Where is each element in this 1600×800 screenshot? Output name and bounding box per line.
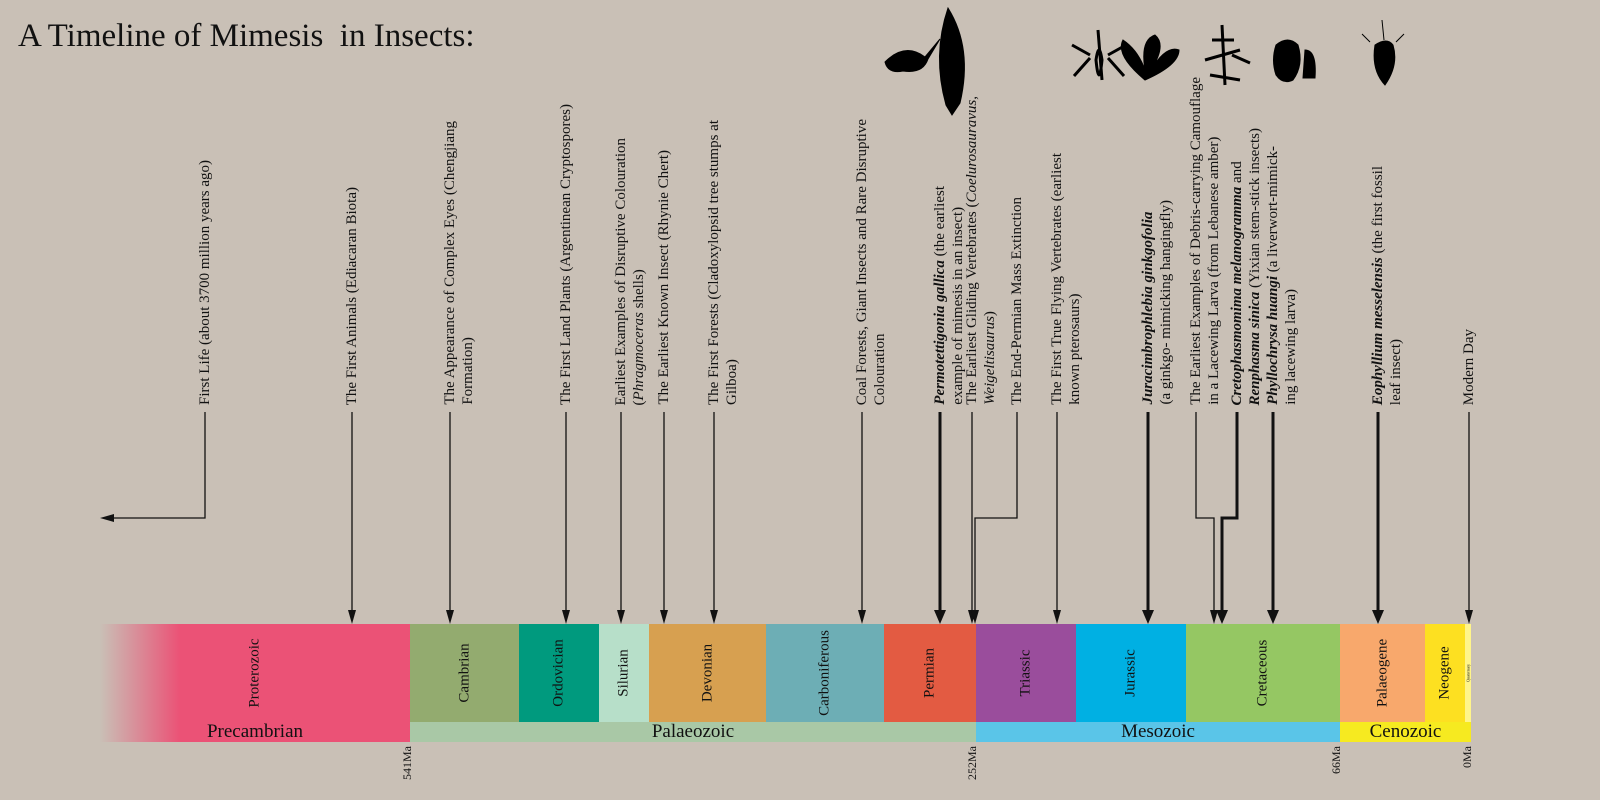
arrowhead-icon bbox=[971, 610, 979, 624]
larva-silhouette bbox=[1273, 39, 1316, 83]
arrowhead-icon bbox=[1267, 610, 1279, 624]
stick-insect-silhouette bbox=[1204, 24, 1251, 86]
event-line bbox=[974, 412, 1018, 612]
period-neogene: Neogene bbox=[1425, 624, 1465, 722]
leaf-silhouette bbox=[938, 6, 965, 116]
arrowhead-icon bbox=[1142, 610, 1154, 624]
arrowhead-icon bbox=[710, 610, 718, 624]
era-cenozoic: Cenozoic bbox=[1340, 722, 1471, 742]
period-proterozoic: Proterozoic bbox=[100, 624, 410, 722]
arrowhead-icon bbox=[858, 610, 866, 624]
hangingfly-silhouette bbox=[1071, 29, 1127, 81]
leaf-insect-silhouette bbox=[1361, 19, 1405, 86]
arrowhead-icon bbox=[660, 610, 668, 624]
period-ordovician: Ordovician bbox=[519, 624, 599, 722]
arrowhead-icon bbox=[446, 610, 454, 624]
period-cambrian: Cambrian bbox=[410, 624, 519, 722]
era-palaeozoic: Palaeozoic bbox=[410, 722, 976, 742]
period-cretaceous: Cretaceous bbox=[1186, 624, 1340, 722]
era-mesozoic: Mesozoic bbox=[976, 722, 1340, 742]
period-devonian: Devonian bbox=[649, 624, 766, 722]
page-title: A Timeline of Mimesis in Insects: bbox=[18, 18, 475, 54]
period-silurian: Silurian bbox=[599, 624, 649, 722]
event-line bbox=[1220, 412, 1239, 612]
period-quaternary: Quaternary bbox=[1465, 624, 1471, 722]
period-carboniferous: Carboniferous bbox=[766, 624, 884, 722]
event-line bbox=[1195, 412, 1215, 612]
arrowhead-icon bbox=[562, 610, 570, 624]
arrowhead-icon bbox=[348, 610, 356, 624]
arrowhead-icon bbox=[1053, 610, 1061, 624]
arrowhead-icon bbox=[1372, 610, 1384, 624]
period-palaeogene: Palaeogene bbox=[1340, 624, 1425, 722]
period-permian: Permian bbox=[884, 624, 976, 722]
period-jurassic: Jurassic bbox=[1076, 624, 1186, 722]
arrowhead-icon bbox=[1216, 610, 1228, 624]
arrowhead-icon bbox=[617, 610, 625, 624]
period-triassic: Triassic bbox=[976, 624, 1076, 722]
arrowhead-icon bbox=[1210, 610, 1218, 624]
ginkgo-leaf-silhouette bbox=[1120, 34, 1180, 81]
event-line bbox=[112, 412, 206, 519]
insect-silhouette bbox=[884, 38, 941, 73]
era-precambrian: Precambrian bbox=[100, 722, 410, 742]
arrowhead-icon bbox=[934, 610, 946, 624]
arrowhead-icon bbox=[100, 514, 114, 522]
arrowhead-icon bbox=[1465, 610, 1473, 624]
